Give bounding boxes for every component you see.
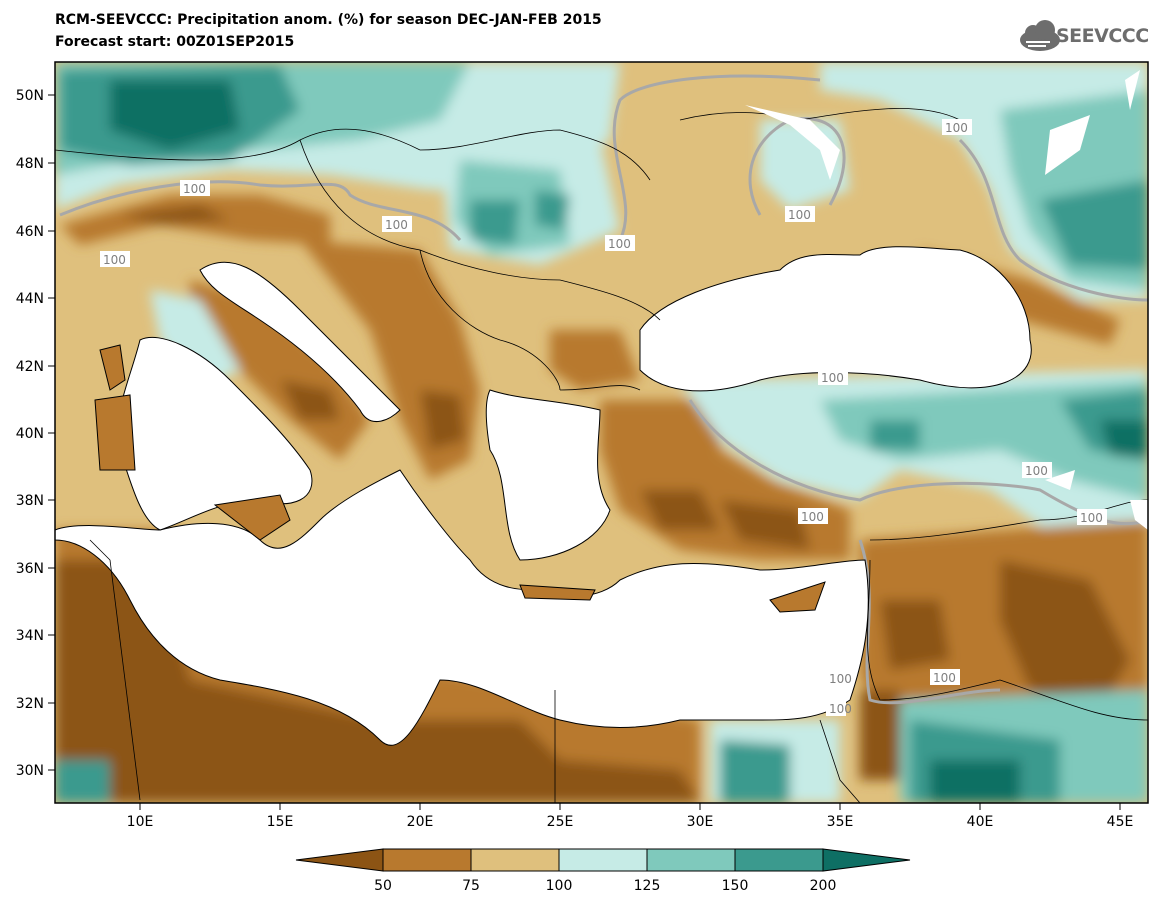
contour-label: 100: [1025, 464, 1048, 478]
contour-label: 100: [829, 672, 852, 686]
contour-label: 100: [801, 510, 824, 524]
lat-label: 42N: [16, 359, 44, 375]
contour-label: 100: [183, 182, 206, 196]
colorbar-tick: 200: [810, 878, 837, 894]
sicily: [213, 494, 291, 541]
cloud-icon: [1020, 20, 1060, 51]
map-title: RCM-SEEVCCC: Precipitation anom. (%) for…: [55, 12, 602, 28]
colorbar-tick: 150: [722, 878, 749, 894]
colorbar-swatch: [470, 848, 560, 872]
lat-label: 34N: [16, 628, 44, 644]
adriatic-sea: [199, 261, 401, 422]
lon-label: 15E: [267, 814, 294, 830]
masked-areas: [745, 70, 1148, 530]
lat-label: 40N: [16, 426, 44, 442]
contour-label: 100: [103, 253, 126, 267]
contour-label: 100: [385, 218, 408, 232]
colorbar-tick: 100: [546, 878, 573, 894]
lat-label: 30N: [16, 763, 44, 779]
lat-label: 36N: [16, 561, 44, 577]
sardinia: [94, 394, 136, 471]
logo-text: SEEVCCC: [1056, 25, 1149, 47]
crete: [519, 584, 596, 601]
lon-label: 10E: [127, 814, 154, 830]
contour-label: 100: [608, 237, 631, 251]
colorbar-swatch: [295, 848, 384, 872]
seevccc-logo: [1020, 20, 1060, 51]
lon-label: 45E: [1107, 814, 1134, 830]
colorbar: [295, 848, 911, 872]
contour-label: 100: [829, 702, 852, 716]
colorbar-swatch: [558, 848, 648, 872]
lat-label: 46N: [16, 224, 44, 240]
cyprus: [769, 581, 826, 613]
lon-label: 35E: [827, 814, 854, 830]
contour-label: 100: [933, 671, 956, 685]
contour-label: 100: [1080, 511, 1103, 525]
colorbar-tick: 50: [374, 878, 392, 894]
aegean-sea: [485, 389, 611, 561]
corsica: [99, 344, 126, 391]
colorbar-swatch: [734, 848, 824, 872]
forecast-start: Forecast start: 00Z01SEP2015: [55, 34, 295, 50]
contour-label: 100: [821, 371, 844, 385]
colorbar-tick: 75: [462, 878, 480, 894]
colorbar-swatch: [382, 848, 472, 872]
lon-label: 25E: [547, 814, 574, 830]
lon-label: 30E: [687, 814, 714, 830]
latitude-axis: 50N 48N 46N 44N 42N 40N 38N 36N 34N 32N …: [16, 88, 55, 779]
lat-label: 32N: [16, 696, 44, 712]
colorbar-swatch: [822, 848, 911, 872]
lon-label: 20E: [407, 814, 434, 830]
contour-label: 100: [945, 121, 968, 135]
longitude-axis: 10E 15E 20E 25E 30E 35E 40E 45E: [127, 803, 1134, 830]
contour-label: 100: [788, 208, 811, 222]
colorbar-ticks: 50 75 100 125 150 200: [374, 878, 836, 894]
lat-label: 38N: [16, 493, 44, 509]
lat-label: 44N: [16, 291, 44, 307]
lat-label: 48N: [16, 156, 44, 172]
colorbar-swatch: [646, 848, 736, 872]
contour-labels: 100 100 100 100 100 100 100 100 100 100 …: [100, 119, 1107, 716]
lat-label: 50N: [16, 88, 44, 104]
black-sea: [639, 246, 1032, 392]
lon-label: 40E: [967, 814, 994, 830]
colorbar-tick: 125: [634, 878, 661, 894]
islands: [94, 344, 826, 613]
